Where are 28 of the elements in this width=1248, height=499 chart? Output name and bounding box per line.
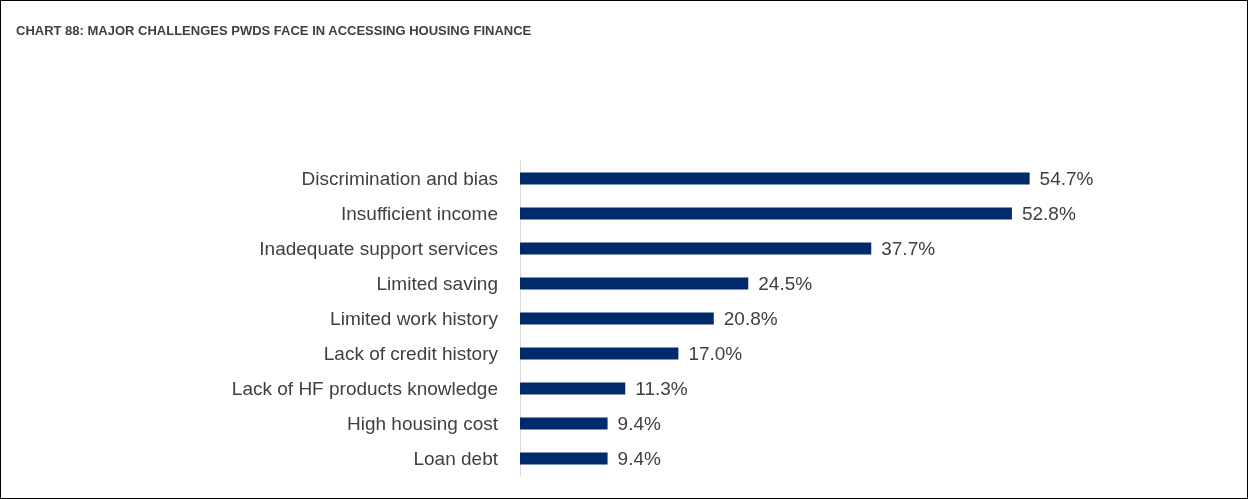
y-tick-label: Inadequate support services <box>259 238 498 259</box>
data-label: 9.4% <box>617 448 661 469</box>
data-label: 9.4% <box>617 413 661 434</box>
data-label: 37.7% <box>881 238 936 259</box>
data-label: 11.3% <box>635 378 688 399</box>
y-tick-label: Lack of credit history <box>323 343 499 364</box>
y-tick-label: Insufficient income <box>340 203 498 224</box>
bar <box>520 382 626 395</box>
y-tick-label: Lack of HF products knowledge <box>231 378 498 399</box>
bar <box>520 452 608 465</box>
text: CHART 88: MAJOR CHALLENGES PWDS FACE IN ACCESSING HOUSING FINANCE <box>16 23 532 38</box>
data-label: 17.0% <box>688 343 743 364</box>
bar <box>520 242 872 255</box>
data-label: 54.7% <box>1039 168 1094 189</box>
y-tick-label: Loan debt <box>413 448 499 469</box>
data-label: 52.8% <box>1021 203 1076 224</box>
data-label: 20.8% <box>723 308 778 329</box>
data-label: 24.5% <box>758 273 813 294</box>
bar <box>520 207 1012 220</box>
bar <box>520 417 608 430</box>
y-tick-label: High housing cost <box>346 413 499 434</box>
bar <box>520 277 749 290</box>
y-tick-label: Limited work history <box>330 308 499 329</box>
y-tick-label: Limited saving <box>376 273 498 294</box>
bar <box>520 172 1030 185</box>
bar <box>520 347 679 360</box>
bar <box>520 312 714 325</box>
y-tick-label: Discrimination and bias <box>301 168 498 189</box>
